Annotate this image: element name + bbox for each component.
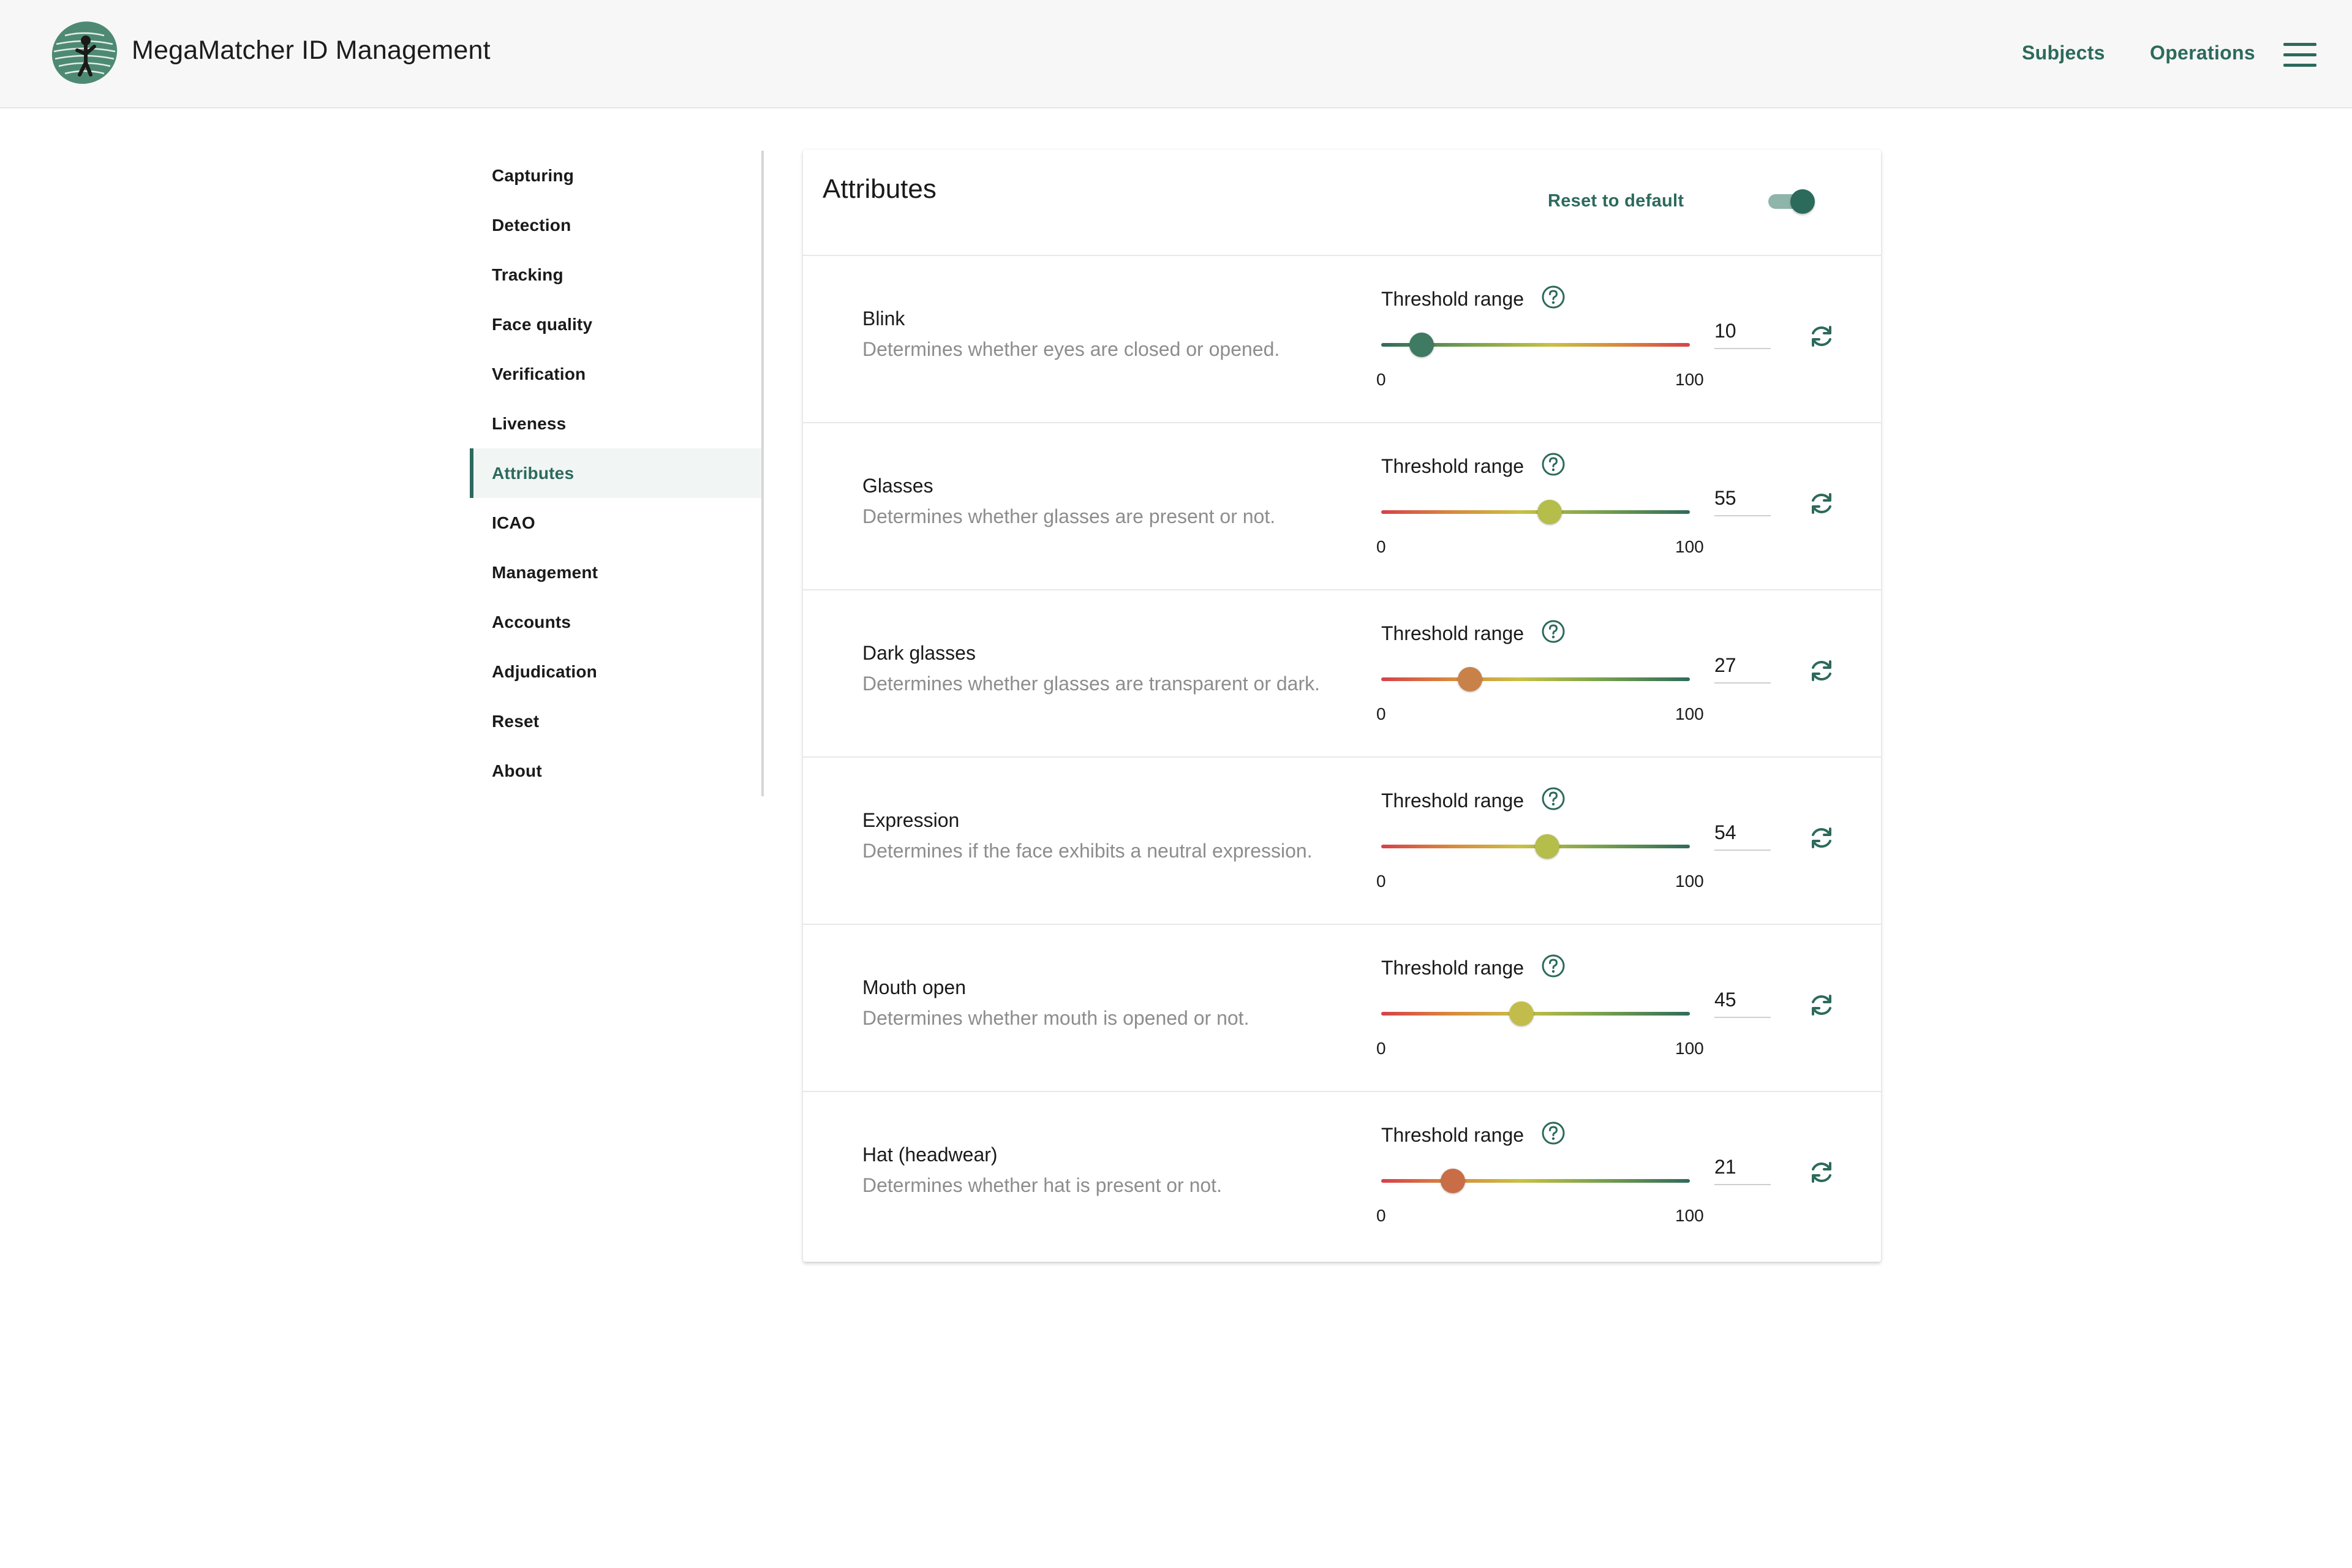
attribute-row-hat-headwear: Hat (headwear) Determines whether hat is… [803, 1092, 1881, 1259]
slider-thumb[interactable] [1441, 1169, 1466, 1193]
slider-min-label: 0 [1376, 1206, 1386, 1225]
hamburger-menu-icon[interactable] [2283, 43, 2316, 67]
attribute-description: Determines whether glasses are present o… [862, 505, 1276, 527]
help-icon[interactable] [1540, 1120, 1566, 1146]
threshold-slider[interactable] [1381, 1166, 1690, 1195]
slider-track[interactable] [1381, 1179, 1690, 1183]
nav-subjects-link[interactable]: Subjects [2022, 42, 2105, 64]
attribute-name: Expression [862, 809, 960, 831]
slider-min-label: 0 [1376, 1039, 1386, 1058]
slider-track[interactable] [1381, 677, 1690, 681]
threshold-slider[interactable] [1381, 831, 1690, 861]
slider-min-label: 0 [1376, 872, 1386, 891]
slider-thumb[interactable] [1534, 834, 1559, 859]
help-icon[interactable] [1540, 786, 1566, 812]
threshold-value-input[interactable]: 55 [1714, 482, 1771, 516]
sidebar-item-capturing[interactable]: Capturing [492, 166, 575, 185]
threshold-value-input[interactable]: 27 [1714, 649, 1771, 684]
slider-thumb[interactable] [1458, 667, 1483, 692]
sidebar-item-management[interactable]: Management [492, 563, 598, 582]
attributes-card: Attributes Reset to default Blink Determ… [803, 149, 1881, 1262]
reset-to-default-button[interactable]: Reset to default [1548, 191, 1684, 211]
attribute-description: Determines whether eyes are closed or op… [862, 338, 1280, 360]
attribute-row-blink: Blink Determines whether eyes are closed… [803, 256, 1881, 423]
threshold-range-label: Threshold range [1381, 455, 1525, 477]
page-title: Attributes [823, 174, 937, 204]
attribute-name: Glasses [862, 475, 933, 497]
slider-min-label: 0 [1376, 370, 1386, 389]
attribute-name: Hat (headwear) [862, 1144, 998, 1166]
attribute-name: Mouth open [862, 976, 967, 998]
megamatcher-logo-icon[interactable] [50, 20, 119, 86]
sidebar-item-verification[interactable]: Verification [492, 364, 586, 383]
sidebar-item-accounts[interactable]: Accounts [492, 612, 571, 631]
threshold-range-label: Threshold range [1381, 957, 1525, 979]
slider-max-label: 100 [1675, 1206, 1704, 1225]
refresh-icon[interactable] [1806, 823, 1837, 853]
attribute-description: Determines if the face exhibits a neutra… [862, 840, 1313, 862]
attribute-description: Determines whether mouth is opened or no… [862, 1007, 1250, 1029]
slider-track[interactable] [1381, 343, 1690, 347]
slider-max-label: 100 [1675, 704, 1704, 723]
sidebar-item-icao[interactable]: ICAO [492, 513, 535, 532]
sidebar-item-tracking[interactable]: Tracking [492, 265, 564, 284]
attribute-name: Blink [862, 307, 905, 330]
slider-max-label: 100 [1675, 872, 1704, 891]
help-icon[interactable] [1540, 619, 1566, 644]
app-title: MegaMatcher ID Management [132, 36, 491, 65]
threshold-slider[interactable] [1381, 497, 1690, 526]
attribute-row-mouth-open: Mouth open Determines whether mouth is o… [803, 925, 1881, 1092]
threshold-slider[interactable] [1381, 998, 1690, 1028]
sidebar-item-liveness[interactable]: Liveness [492, 414, 567, 433]
sidebar-item-adjudication[interactable]: Adjudication [492, 662, 597, 681]
sidebar-item-reset[interactable]: Reset [492, 712, 540, 731]
card-header: Attributes Reset to default [803, 149, 1881, 256]
slider-min-label: 0 [1376, 704, 1386, 723]
threshold-slider[interactable] [1381, 664, 1690, 693]
threshold-slider[interactable] [1381, 330, 1690, 359]
refresh-icon[interactable] [1806, 990, 1837, 1020]
threshold-value-input[interactable]: 21 [1714, 1151, 1771, 1185]
slider-min-label: 0 [1376, 537, 1386, 556]
slider-max-label: 100 [1675, 370, 1704, 389]
sidebar-item-detection[interactable]: Detection [492, 216, 571, 235]
help-icon[interactable] [1540, 953, 1566, 979]
sidebar-item-attributes[interactable]: Attributes [470, 448, 761, 498]
attribute-description: Determines whether glasses are transpare… [862, 673, 1321, 695]
refresh-icon[interactable] [1806, 655, 1837, 686]
help-icon[interactable] [1540, 451, 1566, 477]
slider-thumb[interactable] [1409, 333, 1434, 357]
attribute-description: Determines whether hat is present or not… [862, 1174, 1222, 1196]
threshold-range-label: Threshold range [1381, 1124, 1525, 1146]
threshold-range-label: Threshold range [1381, 622, 1525, 644]
refresh-icon[interactable] [1806, 321, 1837, 352]
slider-thumb[interactable] [1509, 1001, 1534, 1026]
refresh-icon[interactable] [1806, 1157, 1837, 1188]
slider-max-label: 100 [1675, 537, 1704, 556]
threshold-range-label: Threshold range [1381, 790, 1525, 812]
nav-operations-link[interactable]: Operations [2150, 42, 2255, 64]
attribute-row-dark-glasses: Dark glasses Determines whether glasses … [803, 590, 1881, 758]
slider-track[interactable] [1381, 510, 1690, 514]
attribute-row-glasses: Glasses Determines whether glasses are p… [803, 423, 1881, 590]
attributes-enabled-toggle[interactable] [1766, 186, 1816, 217]
settings-sidebar: Capturing Detection Tracking Face qualit… [470, 151, 764, 796]
refresh-icon[interactable] [1806, 488, 1837, 519]
slider-max-label: 100 [1675, 1039, 1704, 1058]
help-icon[interactable] [1540, 284, 1566, 310]
sidebar-item-about[interactable]: About [492, 761, 542, 780]
attribute-name: Dark glasses [862, 642, 976, 664]
threshold-value-input[interactable]: 54 [1714, 816, 1771, 851]
slider-track[interactable] [1381, 1012, 1690, 1016]
slider-thumb[interactable] [1537, 500, 1562, 524]
app-header: MegaMatcher ID Management Subjects Opera… [0, 0, 2352, 108]
threshold-range-label: Threshold range [1381, 288, 1525, 310]
threshold-value-input[interactable]: 45 [1714, 984, 1771, 1018]
sidebar-item-face-quality[interactable]: Face quality [492, 315, 593, 334]
attribute-row-expression: Expression Determines if the face exhibi… [803, 758, 1881, 925]
threshold-value-input[interactable]: 10 [1714, 315, 1771, 349]
